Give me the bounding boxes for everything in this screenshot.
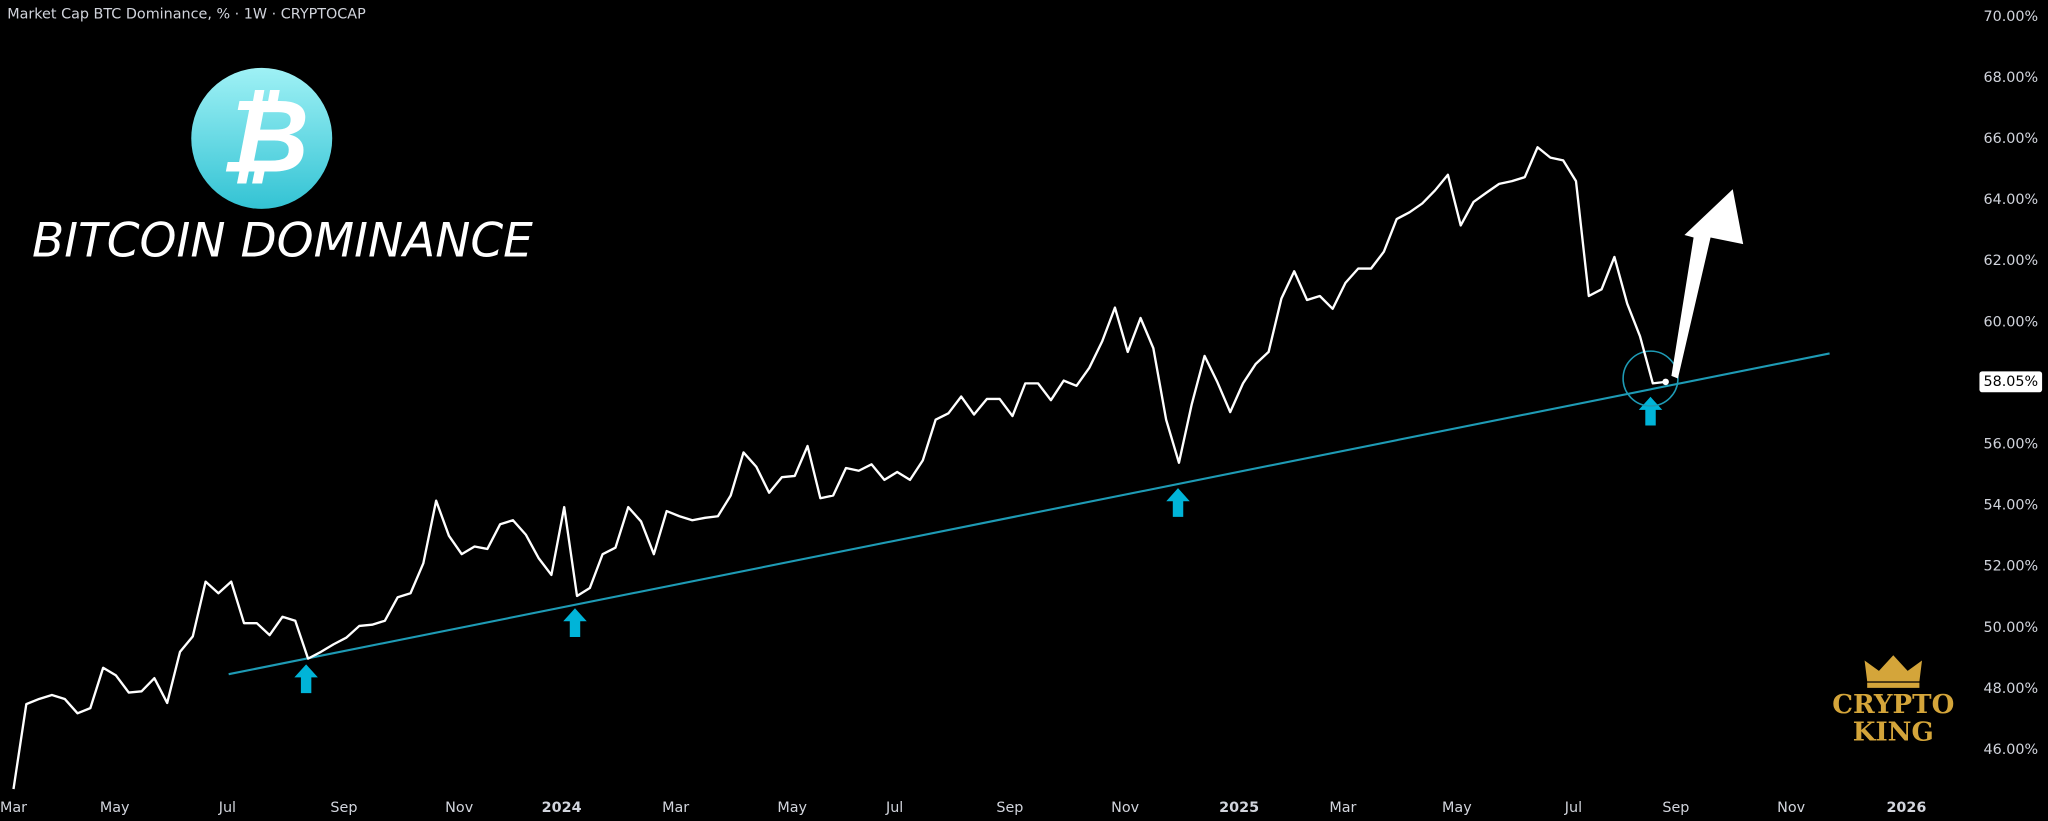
y-tick-label: 48.00% (1983, 681, 2038, 697)
y-tick-label: 56.00% (1983, 436, 2038, 452)
trend-line (228, 352, 1830, 676)
y-tick-label: 52.00% (1983, 559, 2038, 575)
x-tick-label: Sep (1662, 800, 1689, 816)
x-tick-label: 2024 (542, 800, 582, 816)
watermark-text: CRYPTO (1832, 689, 1954, 720)
x-tick-label: May (100, 800, 130, 816)
projection-arrow (1671, 189, 1744, 379)
chart-title: Market Cap BTC Dominance, % · 1W · CRYPT… (7, 6, 366, 22)
x-tick-label: Jul (218, 800, 236, 816)
support-arrow (1166, 488, 1190, 517)
x-tick-label: May (1442, 800, 1472, 816)
x-tick-label: Jul (885, 800, 903, 816)
x-tick-label: 2026 (1886, 800, 1926, 816)
support-arrow (1638, 396, 1663, 426)
support-arrow (563, 608, 587, 637)
bitcoin-logo (191, 67, 333, 209)
support-arrows (294, 396, 1663, 694)
y-tick-label: 66.00% (1983, 131, 2038, 147)
last-point (1662, 378, 1669, 386)
x-tick-label: Sep (330, 800, 357, 816)
watermark-text: KING (1853, 717, 1934, 748)
x-tick-label: Nov (1777, 800, 1806, 816)
y-tick-label: 70.00% (1983, 9, 2038, 25)
x-tick-label: Nov (1111, 800, 1140, 816)
support-arrow (294, 664, 318, 694)
last-label-box (1979, 371, 2043, 393)
last-label: 58.05% (1983, 374, 2038, 390)
x-tick-label: May (777, 800, 807, 816)
series-line (12, 146, 1666, 790)
y-tick-label: 60.00% (1983, 314, 2038, 330)
x-tick-label: Jul (1564, 800, 1582, 816)
y-tick-label: 54.00% (1983, 498, 2038, 514)
crown (1864, 655, 1923, 682)
y-tick-label: 46.00% (1983, 742, 2038, 758)
x-tick-label: Sep (996, 800, 1023, 816)
x-tick-label: Mar (662, 800, 689, 816)
crown-base (1867, 682, 1920, 688)
x-tick-label: Nov (445, 800, 474, 816)
x-tick-label: 2025 (1219, 800, 1259, 816)
y-tick-label: 50.00% (1983, 620, 2038, 636)
x-tick-label: Mar (0, 800, 27, 816)
x-tick-label: Mar (1329, 800, 1356, 816)
y-tick-label: 62.00% (1983, 253, 2038, 269)
y-tick-label: 68.00% (1983, 70, 2038, 86)
watermark: CRYPTO KING (1832, 655, 1954, 748)
y-tick-label: 64.00% (1983, 192, 2038, 208)
logo-symbol: ₿ (220, 78, 309, 196)
overlay-title: BITCOIN DOMINANCE (32, 214, 533, 269)
